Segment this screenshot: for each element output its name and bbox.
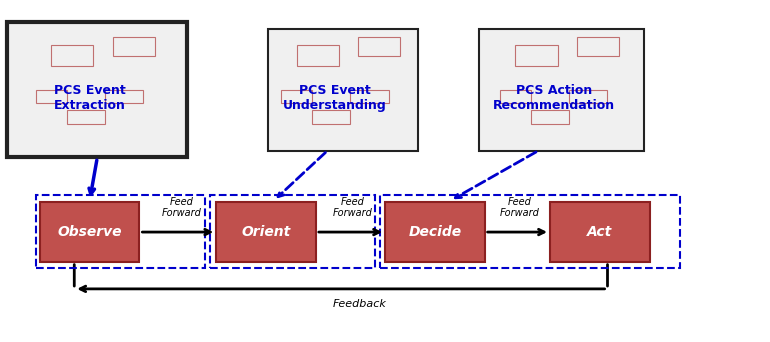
Text: Observe: Observe bbox=[58, 225, 122, 239]
Text: Feed
Forward: Feed Forward bbox=[162, 197, 202, 219]
Text: PCS Action
Recommendation: PCS Action Recommendation bbox=[493, 84, 615, 112]
FancyBboxPatch shape bbox=[7, 22, 187, 157]
Text: PCS Event
Extraction: PCS Event Extraction bbox=[54, 84, 126, 112]
Text: Decide: Decide bbox=[408, 225, 461, 239]
FancyBboxPatch shape bbox=[550, 202, 650, 262]
Text: Feedback: Feedback bbox=[333, 299, 387, 309]
Text: Act: Act bbox=[588, 225, 612, 239]
Text: Feed
Forward: Feed Forward bbox=[333, 197, 373, 219]
FancyBboxPatch shape bbox=[479, 28, 644, 150]
Text: Orient: Orient bbox=[242, 225, 291, 239]
FancyBboxPatch shape bbox=[40, 202, 139, 262]
Text: Feed
Forward: Feed Forward bbox=[499, 197, 539, 219]
Text: PCS Event
Understanding: PCS Event Understanding bbox=[283, 84, 387, 112]
FancyBboxPatch shape bbox=[385, 202, 485, 262]
FancyBboxPatch shape bbox=[268, 28, 417, 150]
FancyBboxPatch shape bbox=[216, 202, 316, 262]
